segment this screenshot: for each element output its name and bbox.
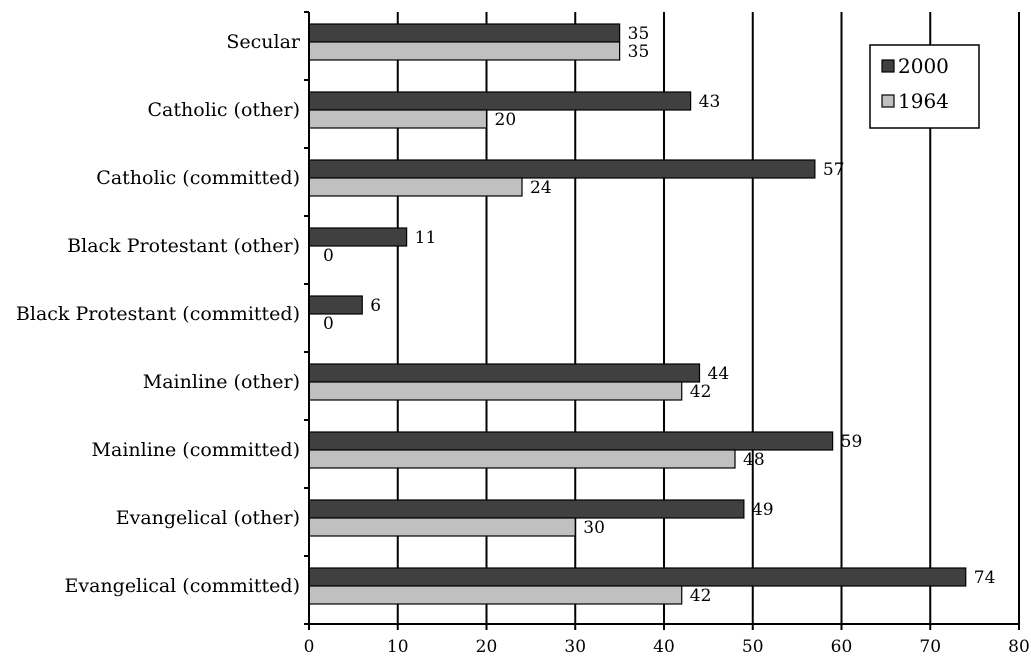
data-label-2000-5: 44 [708, 364, 730, 384]
data-label-1964-2: 24 [530, 178, 552, 198]
category-label-6: Mainline (committed) [92, 439, 300, 461]
legend: 2000 1964 [869, 44, 980, 129]
data-label-1964-8: 42 [690, 586, 712, 606]
bar-2000-6 [308, 431, 834, 451]
bar-1964-0 [308, 41, 621, 61]
x-tick-label-70: 70 [919, 637, 941, 657]
legend-label-1964: 1964 [898, 89, 949, 113]
data-label-2000-1: 43 [699, 92, 721, 112]
bar-2000-1 [308, 91, 692, 111]
category-label-7: Evangelical (other) [116, 507, 300, 529]
x-tick-label-80: 80 [1008, 637, 1030, 657]
data-label-2000-0: 35 [628, 24, 650, 44]
category-label-8: Evangelical (committed) [64, 575, 300, 597]
bar-1964-2 [308, 177, 523, 197]
legend-box [869, 44, 980, 129]
legend-swatch-1964 [881, 94, 895, 108]
bar-1964-7 [308, 517, 576, 537]
data-label-1964-5: 42 [690, 382, 712, 402]
bar-2000-2 [308, 159, 816, 179]
bar-2000-4 [308, 295, 363, 315]
x-tick-label-10: 10 [387, 637, 409, 657]
legend-swatch-2000 [881, 59, 895, 73]
bar-1964-5 [308, 381, 683, 401]
category-label-2: Catholic (committed) [96, 167, 300, 189]
data-label-1964-7: 30 [583, 518, 605, 538]
data-label-2000-8: 74 [974, 568, 996, 588]
data-label-2000-6: 59 [841, 432, 863, 452]
data-label-2000-4: 6 [370, 296, 381, 316]
data-label-2000-7: 49 [752, 500, 774, 520]
bar-2000-0 [308, 23, 621, 43]
data-label-1964-6: 48 [743, 450, 765, 470]
data-label-1964-4: 0 [323, 314, 334, 334]
data-label-1964-0: 35 [628, 42, 650, 62]
bar-1964-6 [308, 449, 736, 469]
category-label-5: Mainline (other) [143, 371, 300, 393]
bar-1964-8 [308, 585, 683, 605]
category-label-3: Black Protestant (other) [67, 235, 300, 257]
category-label-0: Secular [226, 31, 301, 53]
x-tick-label-30: 30 [564, 637, 586, 657]
axes [304, 11, 1020, 630]
x-tick-label-60: 60 [831, 637, 853, 657]
category-label-4: Black Protestant (committed) [16, 303, 300, 325]
bar-1964-1 [308, 109, 488, 129]
bars [308, 23, 967, 605]
bar-2000-5 [308, 363, 701, 383]
bar-2000-7 [308, 499, 745, 519]
x-tick-label-40: 40 [653, 637, 675, 657]
category-label-1: Catholic (other) [148, 99, 300, 121]
bar-2000-8 [308, 567, 967, 587]
x-tick-label-50: 50 [742, 637, 764, 657]
data-label-1964-1: 20 [495, 110, 517, 130]
data-label-2000-3: 11 [415, 228, 437, 248]
data-label-2000-2: 57 [823, 160, 845, 180]
legend-label-2000: 2000 [898, 54, 949, 78]
x-tick-label-0: 0 [304, 637, 315, 657]
x-tick-label-20: 20 [476, 637, 498, 657]
bar-2000-3 [308, 227, 408, 247]
data-label-1964-3: 0 [323, 246, 334, 266]
